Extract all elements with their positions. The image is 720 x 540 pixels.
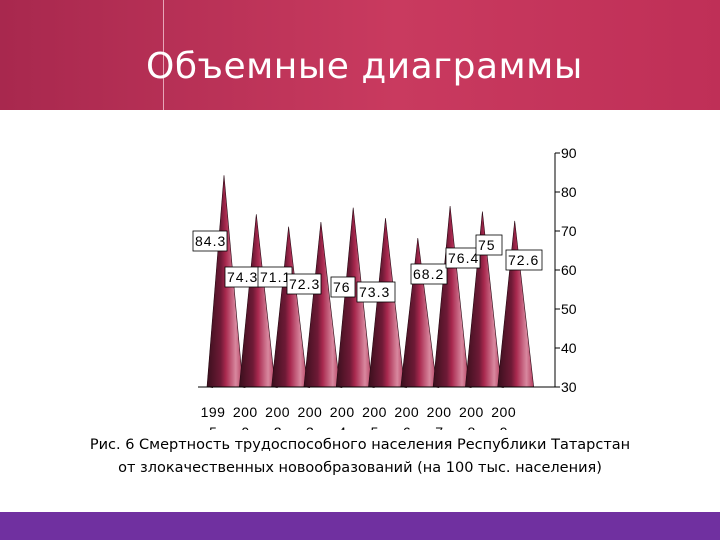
data-label: 71.1 [260,269,291,285]
data-label-box [505,249,543,271]
x-tick-label: 5 [371,424,379,430]
caption-line-2: от злокачественных новообразований (на 1… [118,460,602,476]
cone-bar [368,218,405,388]
cone-bar [432,206,470,388]
data-label: 75 [478,237,496,253]
cone-bar [400,237,438,388]
data-label-box [410,263,448,285]
cone-bar [238,214,276,388]
x-tick-label: 200 [491,404,516,420]
data-label-box [356,281,396,303]
data-label: 72.3 [289,276,320,292]
x-tick-label: 200 [459,404,484,420]
slide-title: Объемные диаграммы [146,46,583,87]
data-label-box [330,276,356,298]
y-tick-label: 60 [561,262,577,278]
y-tick-label: 90 [561,145,577,161]
x-tick-label: 0 [241,424,249,430]
y-tick-label: 80 [561,184,577,200]
x-tick-label: 200 [233,404,258,420]
x-tick-label: 199 [201,404,226,420]
data-label: 72.6 [508,252,539,268]
x-tick-label: 2 [274,424,282,430]
figure-caption: Рис. 6 Смертность трудоспособного населе… [40,434,680,480]
cone-bar [271,226,308,388]
data-label: 74.3 [227,269,258,285]
x-tick-label: 3 [306,424,314,430]
x-tick-label: 7 [435,424,443,430]
data-label: 76.4 [448,250,479,266]
x-tick-label: 200 [330,404,355,420]
data-label: 68.2 [413,266,444,282]
data-label-box [445,247,481,269]
x-tick-label: 200 [297,404,322,420]
x-tick-label: 6 [403,424,411,430]
caption-line-1: Рис. 6 Смертность трудоспособного населе… [89,437,631,453]
y-tick-label: 40 [561,340,577,356]
y-tick-label: 50 [561,301,577,317]
data-label-box [475,234,503,256]
x-tick-label: 9 [500,424,508,430]
x-tick-label: 200 [265,404,290,420]
x-tick-label: 4 [338,424,346,430]
data-label: 73.3 [359,284,390,300]
y-tick-label: 30 [561,379,577,395]
cone-bar [497,220,535,388]
x-tick-label: 5 [209,424,217,430]
data-label: 84.3 [195,233,226,249]
footer-bar [0,512,720,540]
y-tick-label: 70 [561,223,577,239]
title-divider [163,0,164,110]
data-label: 76 [333,279,351,295]
x-tick-label: 200 [394,404,419,420]
x-tick-label: 8 [468,424,476,430]
x-tick-label: 200 [362,404,387,420]
cone-bar [303,221,341,388]
x-tick-label: 200 [427,404,452,420]
title-banner: Объемные диаграммы [0,0,720,110]
data-label-box [192,230,228,252]
data-label-box [286,273,322,295]
